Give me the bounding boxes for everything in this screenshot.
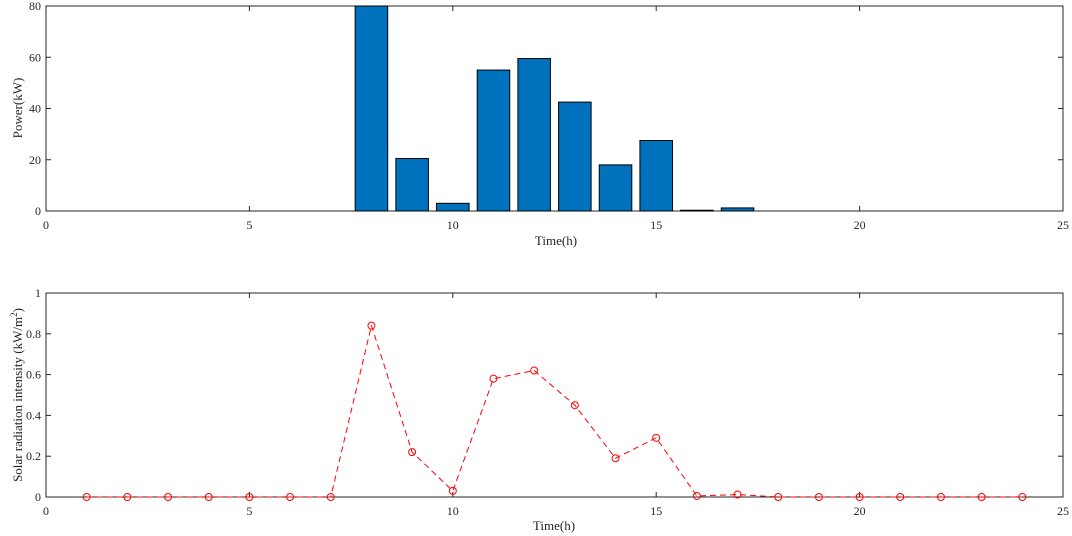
bottom-plot-frame xyxy=(45,292,1064,498)
series-line xyxy=(86,323,1023,498)
bottom-x-tick-label: 20 xyxy=(854,504,866,518)
bottom-y-axis-title-sup: 2 xyxy=(9,312,19,317)
data-point xyxy=(82,493,91,501)
bar xyxy=(354,5,389,212)
data-point xyxy=(123,493,132,501)
data-point xyxy=(570,401,579,410)
data-point xyxy=(977,493,986,501)
top-y-tick-label: 0 xyxy=(35,204,41,218)
data-point xyxy=(530,366,539,375)
bar xyxy=(395,157,429,212)
top-y-tick-label: 80 xyxy=(29,0,41,13)
bottom-y-tick-label: 0.8 xyxy=(26,327,41,341)
bar xyxy=(517,58,551,212)
power-chart: 0 5 10 15 20 25 0 20 40 60 80 xyxy=(29,0,1069,232)
data-point xyxy=(814,493,823,501)
bar xyxy=(598,164,633,212)
bar xyxy=(639,140,673,212)
data-point xyxy=(489,374,498,383)
top-y-axis-title: Power(kW) xyxy=(10,78,25,139)
bottom-y-tick-label: 1 xyxy=(35,286,41,300)
data-point xyxy=(855,493,864,501)
bottom-y-tick-label: 0.4 xyxy=(26,408,41,422)
data-point xyxy=(204,493,213,501)
bottom-y-tick-label: 0 xyxy=(35,490,41,504)
data-point xyxy=(774,493,783,501)
bottom-y-axis-title-end: ) xyxy=(10,308,25,312)
bar xyxy=(680,209,714,212)
data-point xyxy=(733,490,742,499)
top-x-tick-label: 25 xyxy=(1057,218,1069,232)
bottom-x-tick-label: 0 xyxy=(43,504,49,518)
bottom-x-tick-label: 15 xyxy=(650,504,662,518)
top-x-axis-title: Time(h) xyxy=(535,233,577,248)
bar xyxy=(558,101,592,212)
top-x-tick-label: 15 xyxy=(650,218,662,232)
data-point xyxy=(367,321,376,330)
data-point xyxy=(611,454,620,463)
bar xyxy=(476,69,511,212)
data-point xyxy=(1018,493,1027,501)
top-x-tick-label: 5 xyxy=(246,218,252,232)
bottom-x-axis-title: Time(h) xyxy=(533,518,575,533)
bottom-x-tick-label: 5 xyxy=(246,504,252,518)
top-y-tick-label: 60 xyxy=(29,50,41,64)
top-x-tick-label: 0 xyxy=(43,218,49,232)
bottom-y-axis-title: Solar radiation intensity (kW/m2) xyxy=(9,308,25,482)
data-point xyxy=(245,493,254,501)
top-y-tick-label: 20 xyxy=(29,153,41,167)
data-point xyxy=(652,433,661,442)
bar xyxy=(436,202,470,212)
data-point xyxy=(936,493,945,501)
top-x-tick-label: 10 xyxy=(447,218,459,232)
bottom-y-tick-label: 0.6 xyxy=(26,368,41,382)
data-point xyxy=(164,493,173,501)
bottom-x-tick-label: 10 xyxy=(447,504,459,518)
bottom-y-axis-title-main: Solar radiation intensity (kW/m xyxy=(10,317,25,482)
top-y-tick-label: 40 xyxy=(29,102,41,116)
data-point xyxy=(326,493,335,501)
top-plot-frame xyxy=(45,5,1064,212)
data-point xyxy=(286,493,295,501)
bar xyxy=(720,207,755,212)
data-point xyxy=(448,486,457,495)
top-x-tick-label: 20 xyxy=(854,218,866,232)
bottom-x-tick-label: 25 xyxy=(1057,504,1069,518)
data-point xyxy=(692,491,701,500)
bottom-y-tick-label: 0.2 xyxy=(26,449,41,463)
data-point xyxy=(896,493,905,501)
data-point xyxy=(408,448,417,457)
solar-radiation-chart: 0 5 10 15 20 25 0 0.2 0.4 0.6 0.8 1 xyxy=(26,286,1069,518)
